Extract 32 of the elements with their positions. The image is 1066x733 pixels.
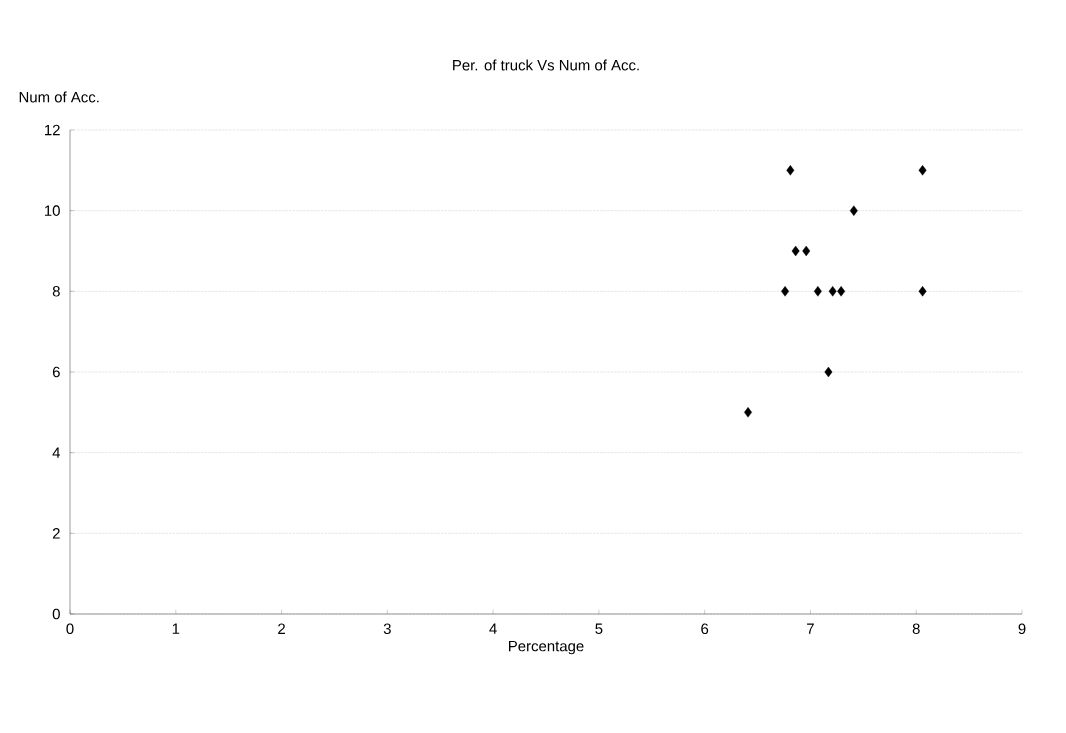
x-tick-label: 3 bbox=[383, 623, 391, 635]
y-tick-label: 8 bbox=[52, 286, 60, 297]
point bbox=[781, 286, 789, 297]
y-tick-label: 0 bbox=[52, 608, 60, 620]
point bbox=[791, 245, 800, 257]
x-tick-label: 9 bbox=[1018, 623, 1026, 635]
x-tick-label: 5 bbox=[595, 623, 603, 634]
point bbox=[813, 286, 822, 297]
y-tick-label: 6 bbox=[52, 366, 60, 378]
x-tick-label: 0 bbox=[66, 623, 74, 635]
y-tick-label: 10 bbox=[45, 205, 60, 216]
point bbox=[849, 205, 858, 216]
point bbox=[824, 366, 833, 378]
y-axis-title: Num of Acc. bbox=[19, 91, 99, 103]
y-tick-label: 12 bbox=[45, 124, 60, 136]
x-axis-title: Percentage bbox=[509, 640, 584, 655]
point bbox=[837, 286, 846, 297]
x-tick-label: 7 bbox=[807, 623, 814, 634]
x-tick-label: 8 bbox=[912, 623, 920, 635]
point bbox=[786, 165, 795, 176]
y-tick-label: 2 bbox=[52, 528, 60, 539]
x-tick-label: 2 bbox=[278, 623, 285, 634]
point bbox=[802, 245, 811, 257]
x-tick-label: 6 bbox=[701, 623, 709, 635]
point bbox=[918, 286, 927, 297]
y-tick-label: 4 bbox=[52, 447, 61, 458]
point bbox=[828, 286, 837, 297]
chart-title: Per. of truck Vs Num of Acc. bbox=[453, 59, 639, 71]
point bbox=[918, 165, 927, 176]
x-tick-label: 1 bbox=[172, 623, 180, 634]
point bbox=[744, 407, 752, 418]
x-tick-label: 4 bbox=[489, 623, 497, 634]
